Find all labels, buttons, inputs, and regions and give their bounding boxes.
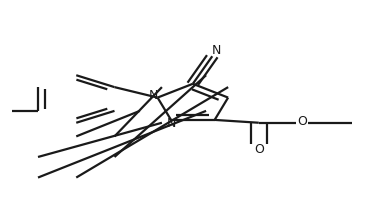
Text: N: N [166, 117, 176, 130]
Text: N: N [212, 44, 221, 57]
Text: O: O [254, 143, 264, 156]
Text: O: O [297, 115, 307, 128]
Text: N: N [148, 89, 158, 102]
